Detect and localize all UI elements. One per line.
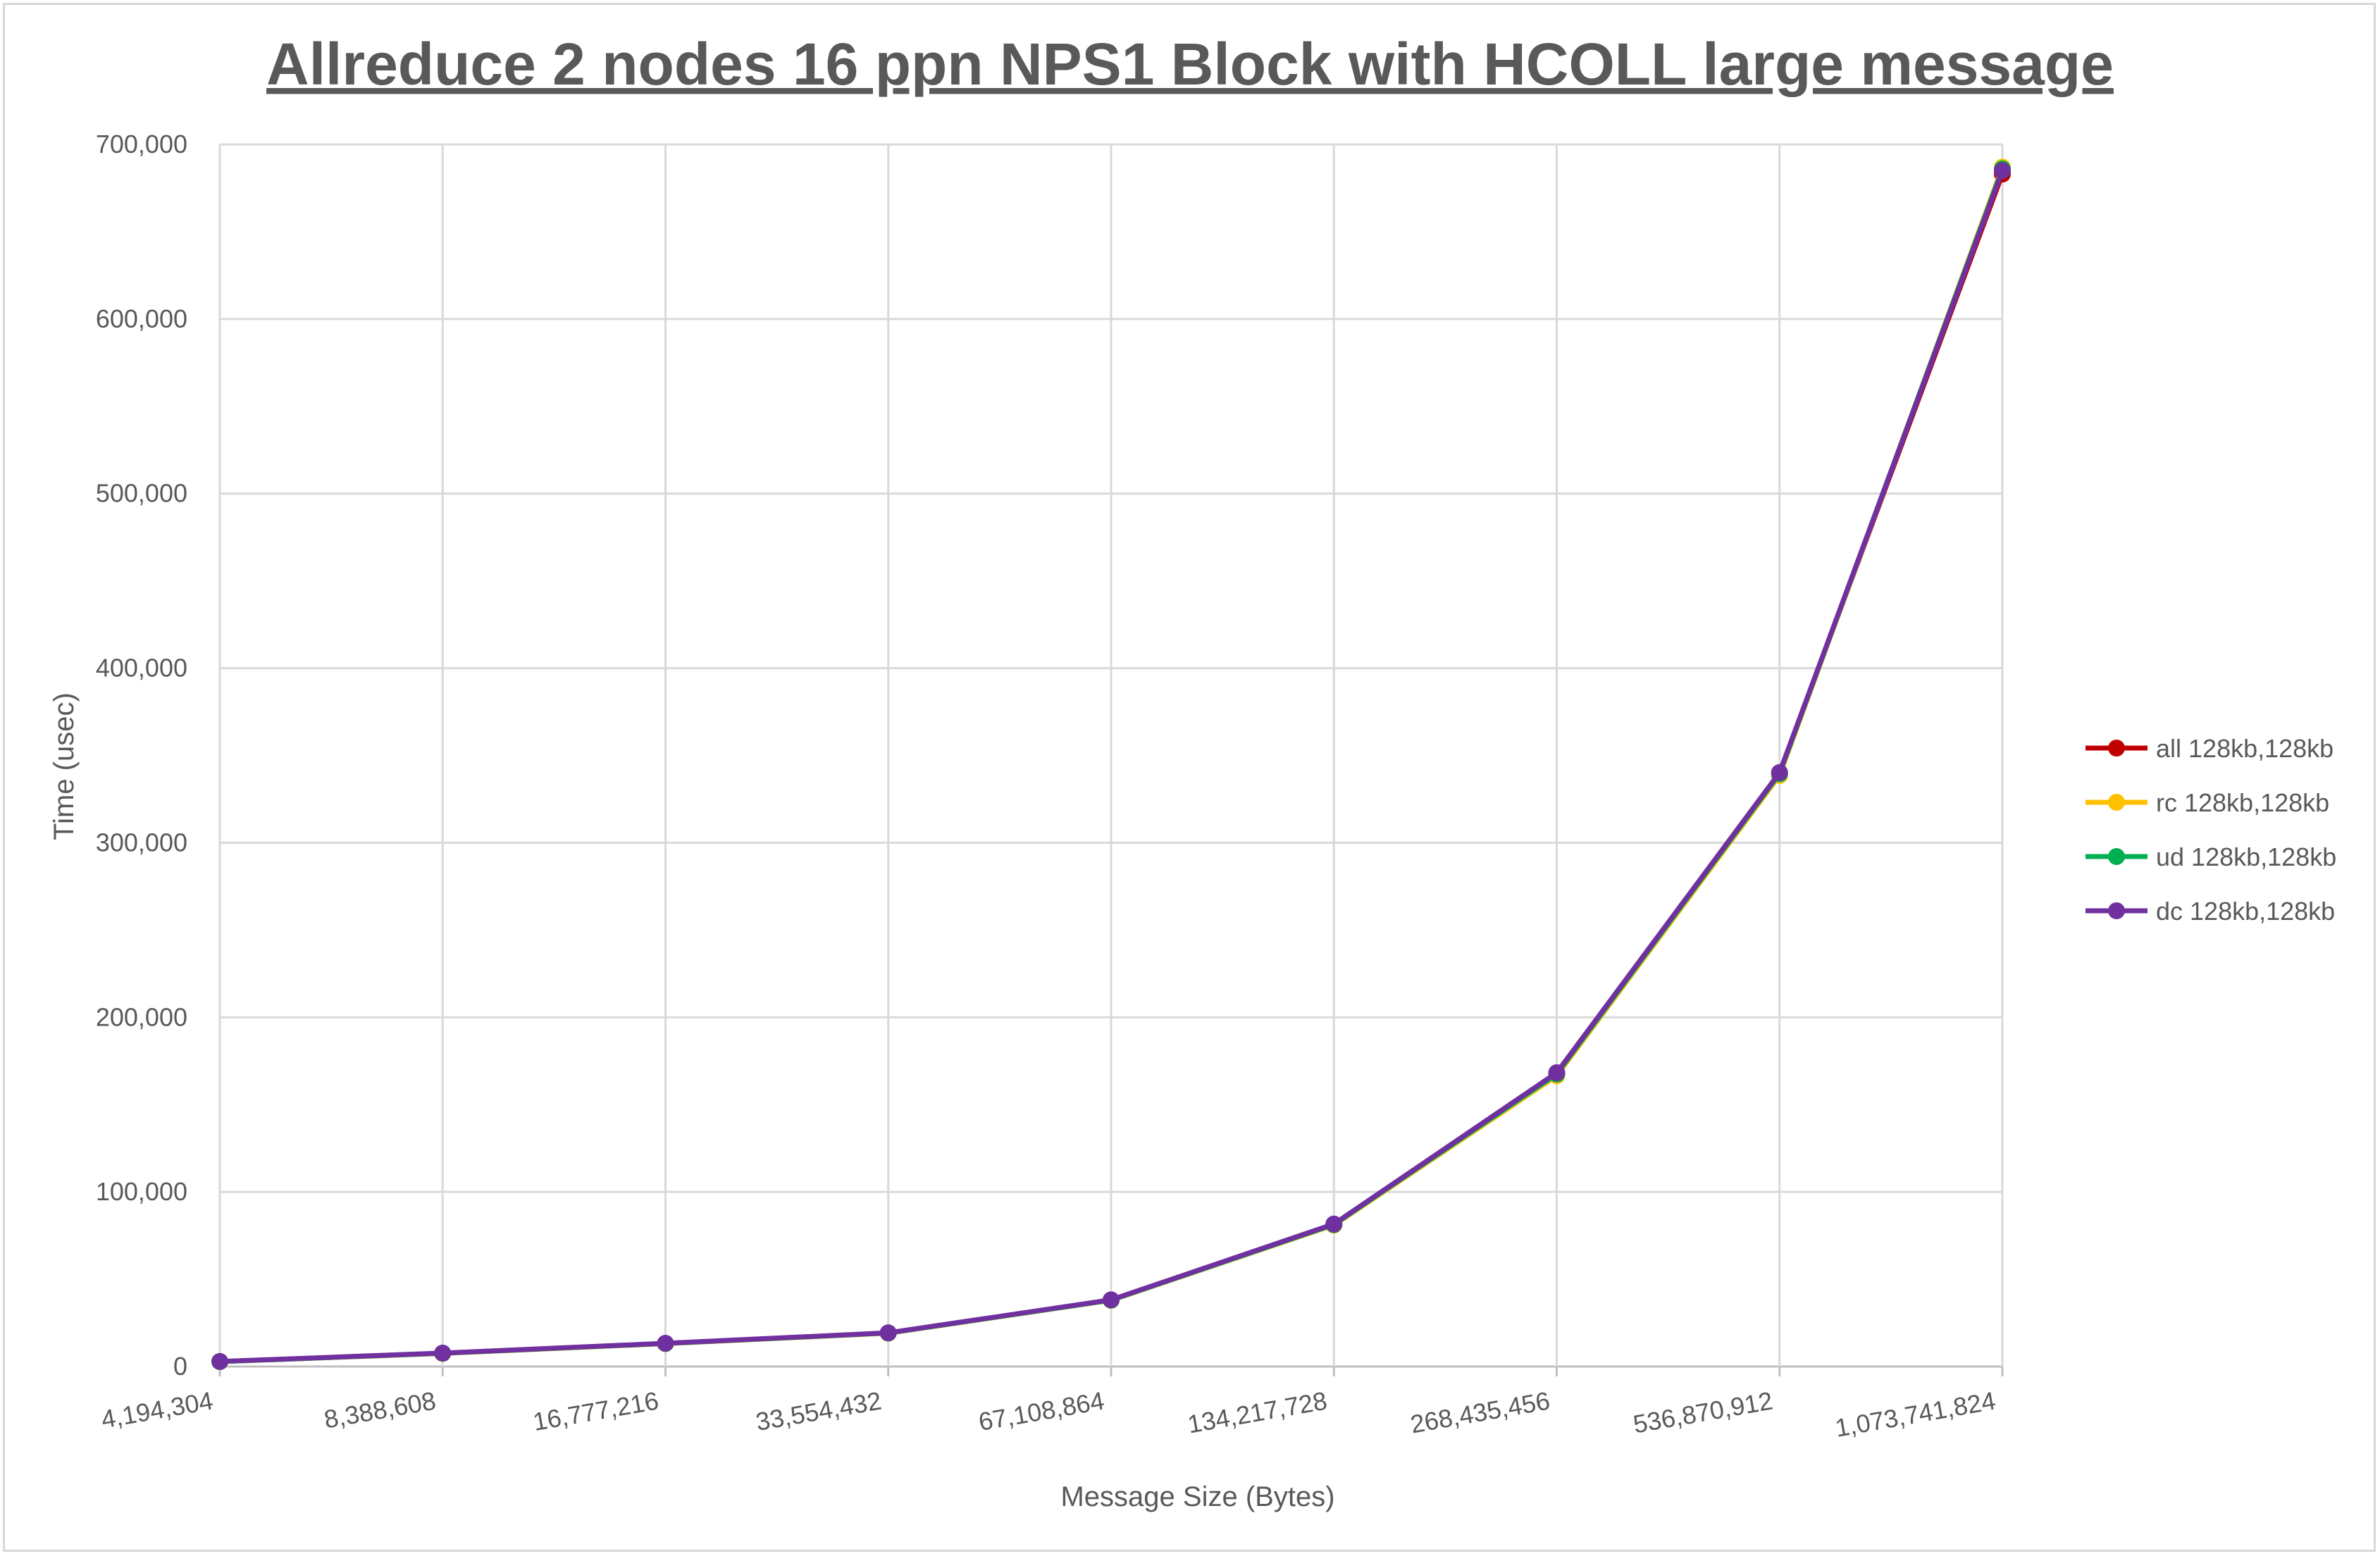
y-tick-label: 300,000 [96, 828, 187, 857]
legend-swatch-marker [2108, 902, 2125, 919]
gridlines [218, 143, 2004, 1376]
legend-label: dc 128kb,128kb [2156, 897, 2335, 926]
data-point [1771, 764, 1788, 781]
data-point [657, 1335, 674, 1352]
data-point [434, 1344, 452, 1362]
y-axis-label: Time (usec) [49, 692, 80, 840]
data-point [1548, 1064, 1566, 1081]
x-tick-label: 536,870,912 [1631, 1386, 1775, 1439]
x-tick-label: 33,554,432 [754, 1386, 884, 1437]
data-point [1325, 1215, 1343, 1233]
x-tick-label: 8,388,608 [322, 1386, 438, 1434]
legend-label: ud 128kb,128kb [2156, 842, 2336, 871]
data-point [879, 1324, 897, 1342]
legend-swatch-marker [2108, 848, 2125, 865]
data-point [1994, 162, 2011, 180]
x-axis-label: Message Size (Bytes) [1060, 1481, 1334, 1512]
data-point [211, 1352, 228, 1370]
legend-item: ud 128kb,128kb [2085, 842, 2336, 871]
legend-item: rc 128kb,128kb [2085, 788, 2329, 817]
data-point [1103, 1291, 1120, 1309]
x-tick-label: 268,435,456 [1408, 1386, 1552, 1439]
y-tick-label: 500,000 [96, 479, 187, 508]
y-tick-label: 0 [173, 1352, 187, 1381]
x-tick-label: 134,217,728 [1185, 1386, 1329, 1439]
x-tick-label: 4,194,304 [99, 1386, 216, 1434]
legend-label: rc 128kb,128kb [2156, 788, 2329, 817]
x-tick-label: 67,108,864 [977, 1386, 1107, 1437]
y-tick-labels: 0 100,000 200,000 300,000 400,000 500,000 600,… [96, 130, 187, 1381]
x-tick-label: 1,073,741,824 [1833, 1386, 1998, 1443]
series-3 [211, 162, 2011, 1370]
chart-frame [3, 3, 2376, 1552]
legend-item: all 128kb,128kb [2085, 734, 2333, 763]
x-tick-label: 16,777,216 [531, 1386, 661, 1437]
y-tick-label: 200,000 [96, 1002, 187, 1031]
x-tick-labels: 4,194,304 8,388,608 16,777,216 33,554,432 67… [99, 1386, 1998, 1443]
y-tick-label: 600,000 [96, 304, 187, 333]
legend-swatch-marker [2108, 740, 2125, 757]
legend-label: all 128kb,128kb [2156, 734, 2333, 763]
legend: all 128kb,128kb rc 128kb,128kb ud 128kb,12… [2085, 734, 2336, 926]
series-lines [211, 158, 2011, 1371]
y-tick-label: 700,000 [96, 130, 187, 158]
legend-swatch-marker [2108, 794, 2125, 811]
y-tick-label: 100,000 [96, 1177, 187, 1206]
chart-title: Allreduce 2 nodes 16 ppn NPS1 Block with… [266, 31, 2114, 97]
legend-item: dc 128kb,128kb [2085, 897, 2335, 926]
y-tick-label: 400,000 [96, 654, 187, 683]
